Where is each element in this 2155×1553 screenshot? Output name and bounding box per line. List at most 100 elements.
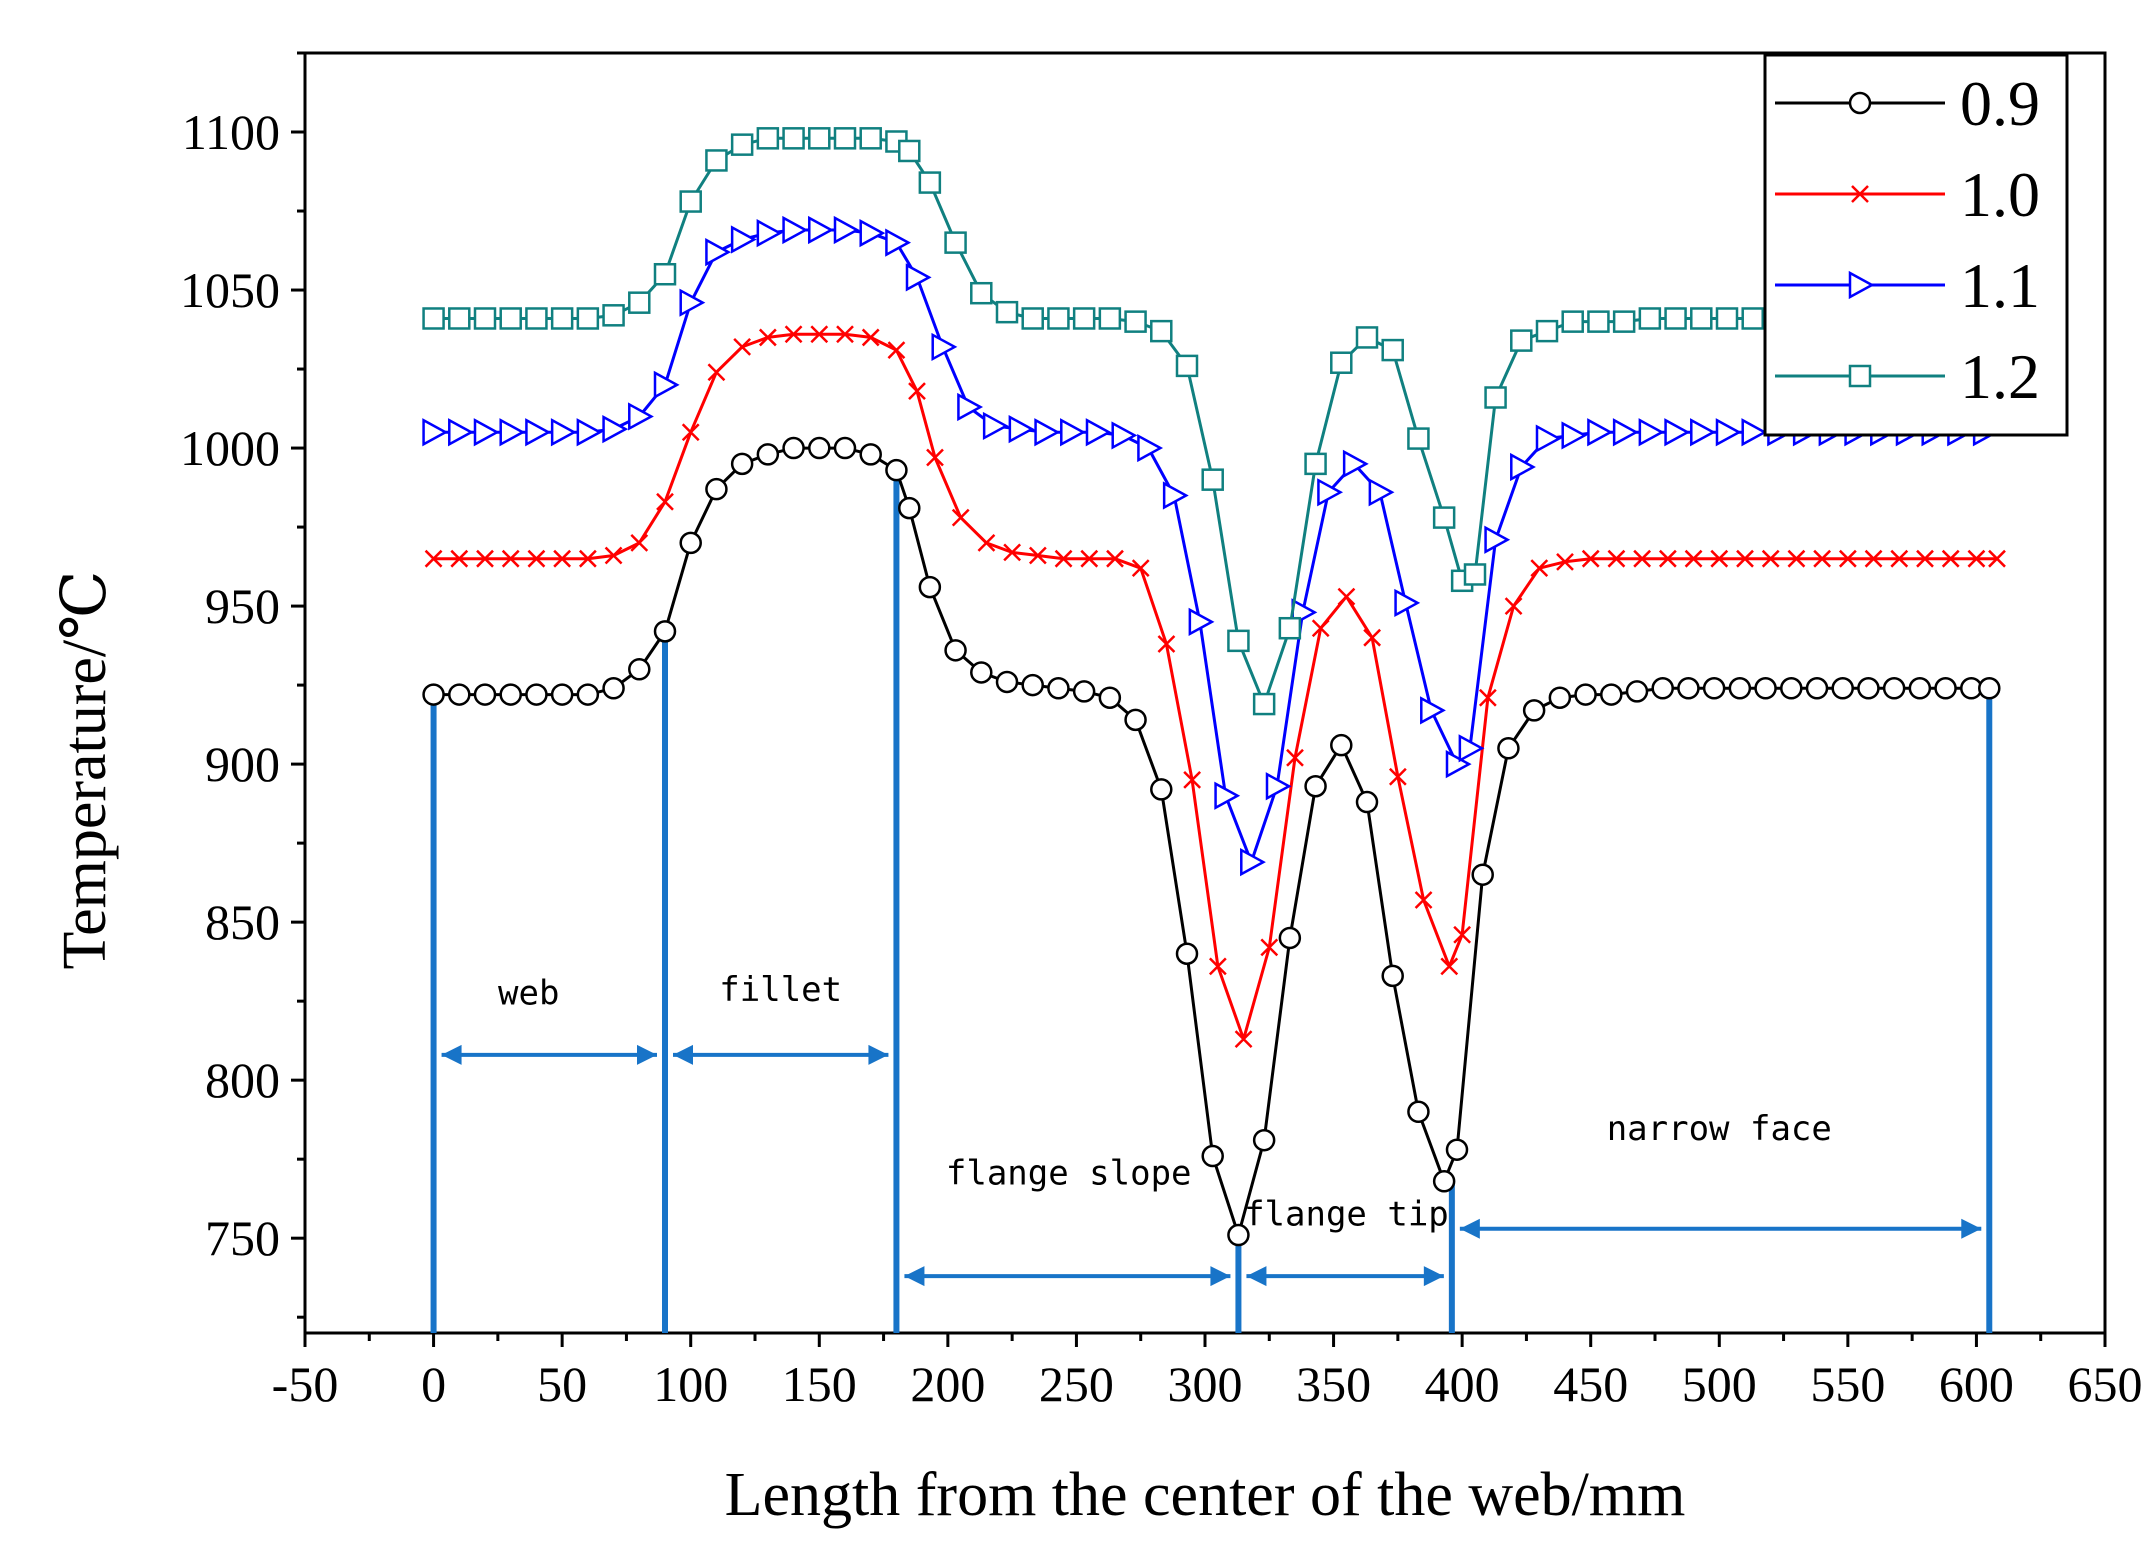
data-point (499, 307, 522, 330)
data-point (553, 549, 572, 568)
data-point (1072, 680, 1096, 703)
data-point (1414, 891, 1433, 909)
data-point (951, 508, 970, 527)
data-point (995, 300, 1019, 324)
data-point (1021, 673, 1044, 697)
arrow-head (1246, 1266, 1267, 1287)
data-point (1214, 781, 1241, 810)
data-point (1047, 677, 1070, 700)
data-point (527, 549, 546, 568)
data-point (707, 363, 726, 382)
data-point (810, 325, 829, 344)
data-point (448, 307, 471, 330)
data-point (733, 338, 752, 356)
x-axis-label: Length from the center of the web/mm (725, 1461, 1686, 1529)
data-point (1028, 546, 1047, 565)
data-point (1106, 549, 1124, 568)
data-point (653, 370, 680, 399)
data-point (525, 683, 548, 706)
data-point (1432, 1170, 1456, 1193)
data-point (1240, 847, 1266, 877)
data-point (1658, 549, 1677, 568)
arrow-head (904, 1266, 925, 1287)
data-point (756, 127, 780, 150)
data-point (1252, 692, 1276, 716)
region-annotation-flange-slope: flange slope (904, 1153, 1231, 1287)
arrow-head (637, 1044, 657, 1065)
data-point (1838, 549, 1857, 568)
data-point (679, 190, 702, 213)
legend-label: 1.2 (1960, 341, 2040, 412)
legend-marker (1848, 270, 1875, 300)
data-point (1201, 468, 1224, 491)
legend-item-0.9: 0.9 (1775, 68, 2040, 139)
data-point (1286, 748, 1304, 767)
legend-item-1.1: 1.1 (1775, 250, 2040, 321)
data-point (656, 492, 674, 511)
data-point (905, 263, 932, 292)
data-point (1060, 418, 1086, 447)
data-point (1484, 386, 1507, 409)
y-tick-label: 850 (205, 894, 280, 950)
data-point (1625, 680, 1649, 703)
arrow-head (1961, 1218, 1982, 1239)
data-point (1162, 481, 1189, 510)
data-point (1278, 926, 1302, 950)
data-point (1098, 307, 1122, 330)
data-point (970, 661, 993, 684)
data-point (756, 443, 780, 466)
data-point (885, 458, 908, 482)
data-point (525, 418, 552, 447)
y-tick-label: 1050 (180, 262, 280, 318)
data-point (450, 549, 469, 568)
data-point (1234, 1030, 1253, 1048)
series-line-1.2 (433, 136, 1997, 706)
data-point (1368, 478, 1395, 507)
data-point (970, 281, 993, 305)
data-point (1908, 677, 1932, 700)
data-point (1330, 733, 1353, 757)
data-point (1702, 677, 1726, 700)
arrow-head (1210, 1266, 1231, 1287)
data-point (1715, 418, 1742, 447)
data-point (1453, 925, 1472, 944)
legend-label: 1.0 (1960, 159, 2040, 230)
data-point (833, 127, 857, 150)
data-point (1034, 418, 1061, 447)
series-0.9 (422, 436, 2001, 1247)
data-point (1278, 616, 1302, 640)
data-point (782, 127, 805, 150)
data-point (476, 549, 494, 568)
series-1.1 (422, 215, 1999, 877)
data-point (1388, 767, 1407, 786)
data-point (1458, 734, 1485, 763)
x-tick-label: 200 (910, 1356, 985, 1412)
data-point (730, 452, 754, 476)
data-point (1150, 778, 1173, 801)
data-point (1741, 418, 1768, 447)
legend-box (1763, 53, 2069, 437)
data-point (422, 307, 445, 330)
data-point (550, 307, 574, 330)
legend-item-1.2: 1.2 (1775, 341, 2040, 412)
data-point (705, 238, 732, 267)
data-point (1677, 677, 1700, 700)
data-point (885, 228, 912, 257)
x-tick-label: 600 (1939, 1356, 2014, 1412)
data-point (499, 418, 526, 447)
arrow-head (1423, 1266, 1444, 1287)
data-point (628, 402, 654, 431)
data-point (859, 219, 886, 248)
data-point (1407, 427, 1430, 450)
data-point (931, 332, 958, 362)
data-point (1633, 549, 1652, 568)
x-axis-ticks: -50 0 50 100 150 200 250 300 350 400 450 500 550 600 6… (272, 1333, 2143, 1412)
data-point (1638, 307, 1662, 330)
x-tick-label: 50 (537, 1356, 587, 1412)
data-point (1612, 310, 1636, 333)
data-point (926, 448, 944, 467)
data-point (1651, 677, 1674, 700)
data-point (602, 677, 625, 700)
data-point (630, 533, 649, 552)
